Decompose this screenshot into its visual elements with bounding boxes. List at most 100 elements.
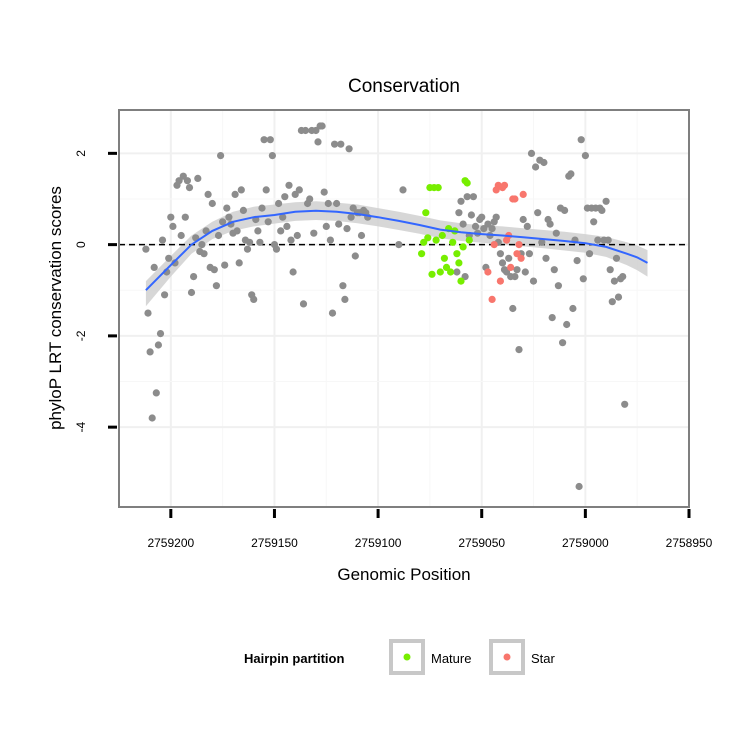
point-other xyxy=(277,227,285,235)
point-other xyxy=(152,389,160,397)
point-other xyxy=(279,213,287,221)
point-other xyxy=(217,152,225,160)
point-other xyxy=(621,400,629,408)
point-other xyxy=(260,136,268,144)
point-other xyxy=(331,140,339,148)
y-axis-title: phyloP LRT conservation scores xyxy=(46,186,65,430)
point-other xyxy=(538,238,546,246)
point-other xyxy=(212,282,220,290)
point-other xyxy=(165,254,173,262)
point-other xyxy=(310,229,318,237)
point-other xyxy=(237,186,245,194)
legend-title: Hairpin partition xyxy=(244,651,344,666)
point-other xyxy=(239,206,247,214)
point-mature xyxy=(455,259,463,267)
point-other xyxy=(221,261,229,269)
point-other xyxy=(575,482,583,491)
point-other xyxy=(515,346,523,354)
point-mature xyxy=(428,270,436,278)
point-other xyxy=(243,245,252,253)
point-other xyxy=(453,268,461,276)
point-other xyxy=(324,199,332,208)
point-other xyxy=(337,140,345,148)
point-other xyxy=(467,211,475,219)
point-other xyxy=(395,241,403,249)
legend-label-mature: Mature xyxy=(431,651,471,666)
point-other xyxy=(540,158,548,167)
grid xyxy=(119,110,690,507)
point-star xyxy=(490,241,498,249)
x-axis-title: Genomic Position xyxy=(337,565,470,584)
point-other xyxy=(233,227,241,235)
point-star xyxy=(488,295,496,303)
point-other xyxy=(223,204,231,212)
point-other xyxy=(471,222,480,230)
legend-item-star: Star xyxy=(489,639,556,675)
point-other xyxy=(357,231,366,240)
point-other xyxy=(210,266,218,274)
point-other xyxy=(333,199,341,208)
point-mature xyxy=(459,243,467,251)
point-other xyxy=(146,348,154,356)
point-star xyxy=(517,254,525,262)
point-other xyxy=(345,145,353,153)
chart-title: Conservation xyxy=(348,76,460,97)
point-other xyxy=(347,213,355,221)
point-mature xyxy=(434,184,442,192)
point-other xyxy=(194,174,202,182)
point-other xyxy=(550,266,558,274)
point-other xyxy=(585,250,594,258)
y-tick-label: -2 xyxy=(74,330,88,341)
point-other xyxy=(594,236,602,244)
point-other xyxy=(573,257,581,265)
legend-label-star: Star xyxy=(531,651,556,666)
point-other xyxy=(306,195,314,203)
point-other xyxy=(142,245,150,253)
point-other xyxy=(511,273,519,281)
point-star xyxy=(496,277,504,285)
point-other xyxy=(175,177,183,185)
point-other xyxy=(509,304,517,313)
point-other xyxy=(503,268,511,276)
point-other xyxy=(299,300,308,308)
x-axis: 2759200 2759150 2759100 2759050 2759000 27589… xyxy=(147,509,713,550)
point-other xyxy=(208,199,216,208)
point-other xyxy=(161,291,169,299)
point-other xyxy=(235,259,243,267)
point-other xyxy=(349,204,357,212)
point-other xyxy=(532,163,540,171)
y-tick-label: 0 xyxy=(74,241,88,248)
point-other xyxy=(513,266,521,274)
point-other xyxy=(283,222,291,230)
point-other xyxy=(567,170,575,178)
x-tick-label: 2759200 xyxy=(147,536,194,550)
point-other xyxy=(498,259,507,267)
point-other xyxy=(606,266,614,274)
point-other xyxy=(602,197,610,205)
point-other xyxy=(519,215,527,224)
point-other xyxy=(190,273,198,281)
point-other xyxy=(521,268,529,276)
point-other xyxy=(610,277,619,285)
legend-item-mature: Mature xyxy=(389,639,471,675)
point-other xyxy=(246,238,254,246)
point-other xyxy=(612,254,621,262)
point-mature xyxy=(436,268,444,276)
smooth-confidence-band xyxy=(145,201,648,307)
point-other xyxy=(559,339,567,347)
point-mature xyxy=(442,263,451,271)
point-mature xyxy=(432,236,440,244)
point-mature xyxy=(463,179,471,187)
scatter-points xyxy=(142,122,629,491)
point-other xyxy=(546,220,554,228)
series-other xyxy=(142,122,629,491)
y-tick-label: 2 xyxy=(74,150,88,157)
point-other xyxy=(231,190,239,198)
point-other xyxy=(185,184,194,192)
point-other xyxy=(285,181,293,189)
point-mature xyxy=(457,277,465,285)
point-other xyxy=(214,231,223,240)
point-other xyxy=(399,186,407,194)
point-other xyxy=(183,177,191,185)
